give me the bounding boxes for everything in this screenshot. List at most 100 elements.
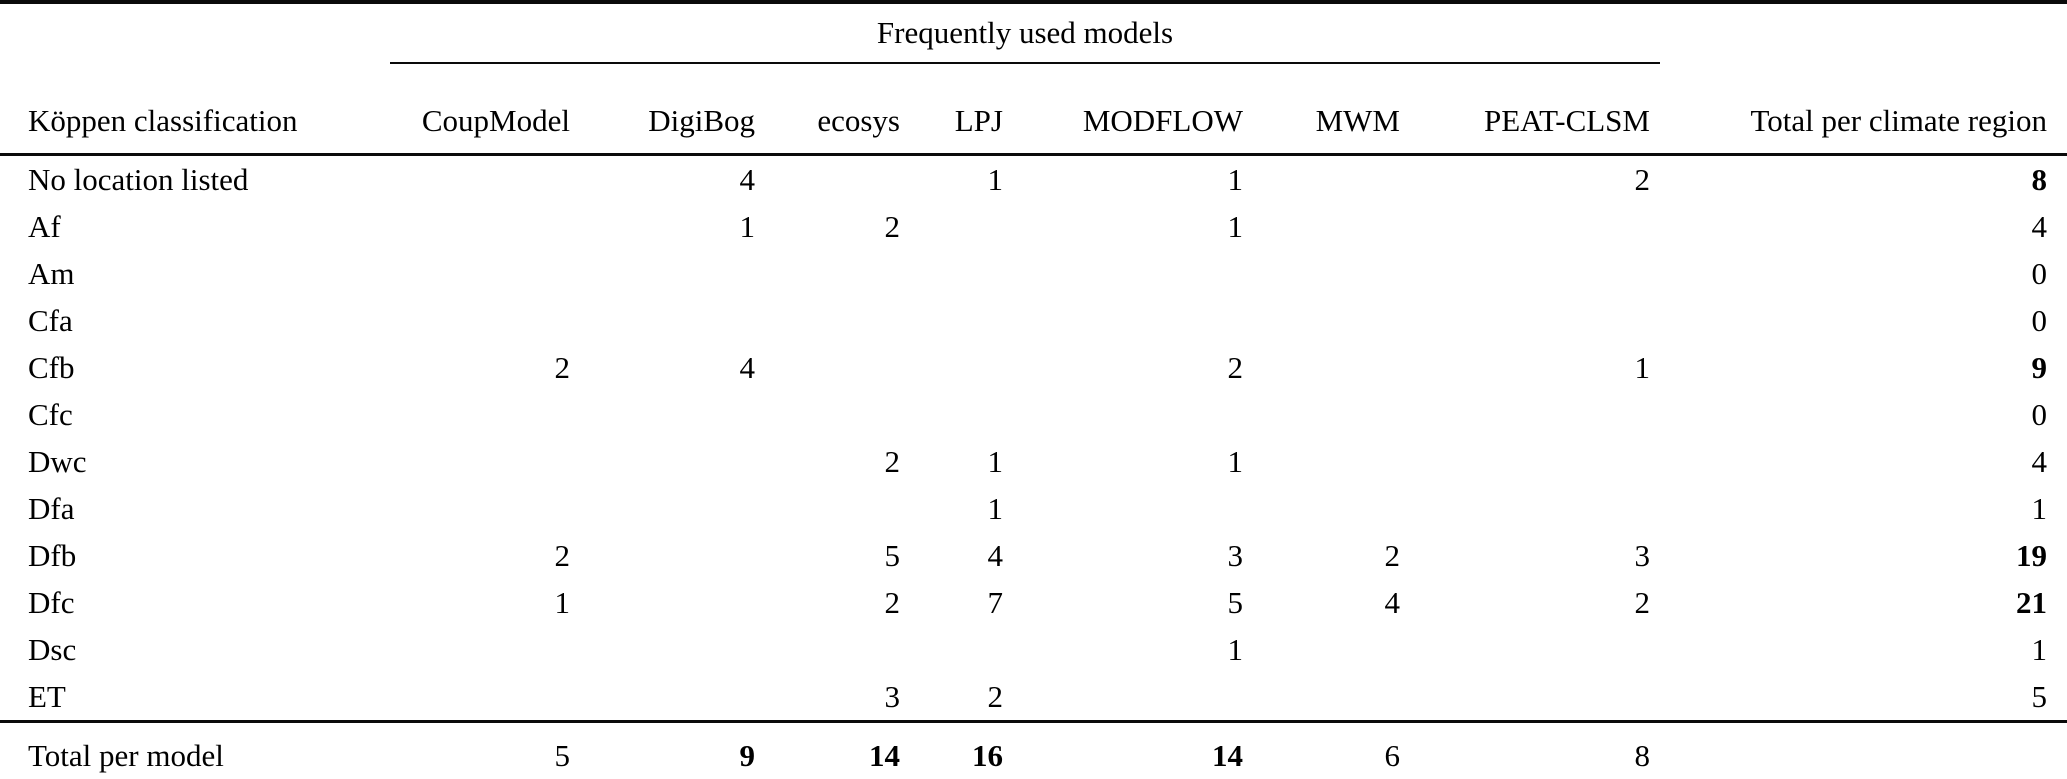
cell-digibog [580, 673, 765, 722]
cell-modflow: 2 [1227, 349, 1244, 385]
cell-ecosys: 2 [884, 443, 901, 479]
cell-ecosys [765, 250, 910, 297]
cell-ecosys [765, 155, 910, 204]
row-label: ET [28, 678, 66, 714]
span-header-spacer-right [1660, 2, 2067, 63]
cell-coupmodel [390, 626, 580, 673]
col-header-ecosys: ecosys [765, 63, 910, 156]
cell-digibog [580, 391, 765, 438]
cell-lpj: 1 [987, 161, 1004, 197]
cell-peat-clsm [1410, 250, 1660, 297]
col-header-modflow: MODFLOW [1013, 63, 1253, 156]
cell-ecosys [765, 391, 910, 438]
cell-digibog [580, 297, 765, 344]
cell-peat-clsm: 2 [1634, 584, 1651, 620]
col-header-koppen-classification: Köppen classification [0, 63, 390, 156]
cell-mwm [1253, 438, 1410, 485]
col-header-digibog: DigiBog [580, 63, 765, 156]
cell-coupmodel: 2 [554, 349, 571, 385]
cell-modflow [1013, 250, 1253, 297]
cell-mwm [1253, 485, 1410, 532]
cell-row-total: 0 [2031, 255, 2048, 291]
cell-total-grand [1660, 720, 2067, 779]
cell-peat-clsm [1410, 297, 1660, 344]
cell-mwm [1253, 155, 1410, 204]
cell-coupmodel [390, 155, 580, 204]
row-no-location-listed: No location listed 4 1 1 2 8 [0, 155, 2067, 204]
cell-modflow: 3 [1227, 537, 1244, 573]
row-label: Cfa [28, 302, 73, 338]
row-cfc: Cfc 0 [0, 391, 2067, 438]
row-label: Af [28, 208, 61, 244]
cell-peat-clsm [1410, 391, 1660, 438]
row-label: No location listed [28, 161, 249, 197]
cell-peat-clsm: 3 [1634, 537, 1651, 573]
cell-total-peat-clsm: 8 [1410, 720, 1660, 779]
cell-ecosys [765, 485, 910, 532]
cell-lpj [910, 391, 1013, 438]
cell-ecosys [765, 344, 910, 391]
row-dsc: Dsc 1 1 [0, 626, 2067, 673]
cell-row-total: 1 [2031, 490, 2048, 526]
cell-digibog [580, 250, 765, 297]
row-label: Dfb [28, 537, 77, 573]
cell-digibog [580, 626, 765, 673]
cell-lpj [910, 344, 1013, 391]
cell-digibog [580, 438, 765, 485]
cell-modflow [1013, 485, 1253, 532]
cell-row-total: 8 [2031, 161, 2048, 197]
cell-lpj [910, 626, 1013, 673]
cell-peat-clsm [1410, 673, 1660, 722]
cell-ecosys: 2 [884, 208, 901, 244]
cell-lpj: 2 [987, 678, 1004, 714]
span-header-spacer-left [0, 2, 390, 63]
cell-modflow: 1 [1227, 208, 1244, 244]
cell-modflow [1013, 391, 1253, 438]
cell-ecosys: 5 [884, 537, 901, 573]
cell-total-lpj: 16 [910, 720, 1013, 779]
row-cfa: Cfa 0 [0, 297, 2067, 344]
cell-mwm [1253, 344, 1410, 391]
col-header-mwm: MWM [1253, 63, 1410, 156]
cell-row-total: 0 [2031, 396, 2048, 432]
cell-digibog: 4 [739, 349, 756, 385]
cell-lpj [910, 203, 1013, 250]
cell-digibog: 1 [739, 208, 756, 244]
span-header-frequently-used-models: Frequently used models [390, 2, 1660, 64]
cell-peat-clsm: 2 [1634, 161, 1651, 197]
footer-label: Total per model [0, 720, 390, 779]
cell-row-total: 0 [2031, 302, 2048, 338]
cell-total-modflow: 14 [1013, 720, 1253, 779]
cell-mwm [1253, 250, 1410, 297]
cell-row-total: 9 [2031, 349, 2048, 385]
cell-coupmodel: 2 [554, 537, 571, 573]
cell-digibog: 4 [739, 161, 756, 197]
col-header-coupmodel: CoupModel [390, 63, 580, 156]
cell-peat-clsm [1410, 626, 1660, 673]
row-label: Dsc [28, 631, 77, 667]
cell-mwm: 2 [1384, 537, 1401, 573]
cell-coupmodel: 1 [554, 584, 571, 620]
cell-coupmodel [390, 297, 580, 344]
row-cfb: Cfb 2 4 2 1 9 [0, 344, 2067, 391]
cell-mwm [1253, 203, 1410, 250]
row-label: Dfc [28, 584, 75, 620]
cell-row-total: 19 [2016, 537, 2047, 573]
cell-modflow: 5 [1227, 584, 1244, 620]
cell-mwm [1253, 626, 1410, 673]
row-label: Cfc [28, 396, 73, 432]
row-label: Am [28, 255, 75, 291]
cell-lpj: 7 [987, 584, 1004, 620]
row-dfc: Dfc 1 2 7 5 4 2 21 [0, 579, 2067, 626]
row-total-per-model: Total per model 5 9 14 16 14 6 8 [0, 720, 2067, 779]
cell-coupmodel [390, 250, 580, 297]
cell-ecosys: 3 [884, 678, 901, 714]
row-am: Am 0 [0, 250, 2067, 297]
cell-total-digibog: 9 [580, 720, 765, 779]
cell-coupmodel [390, 485, 580, 532]
cell-row-total: 1 [2031, 631, 2048, 667]
cell-ecosys [765, 297, 910, 344]
row-et: ET 3 2 5 [0, 673, 2067, 722]
cell-coupmodel [390, 203, 580, 250]
cell-ecosys: 2 [884, 584, 901, 620]
